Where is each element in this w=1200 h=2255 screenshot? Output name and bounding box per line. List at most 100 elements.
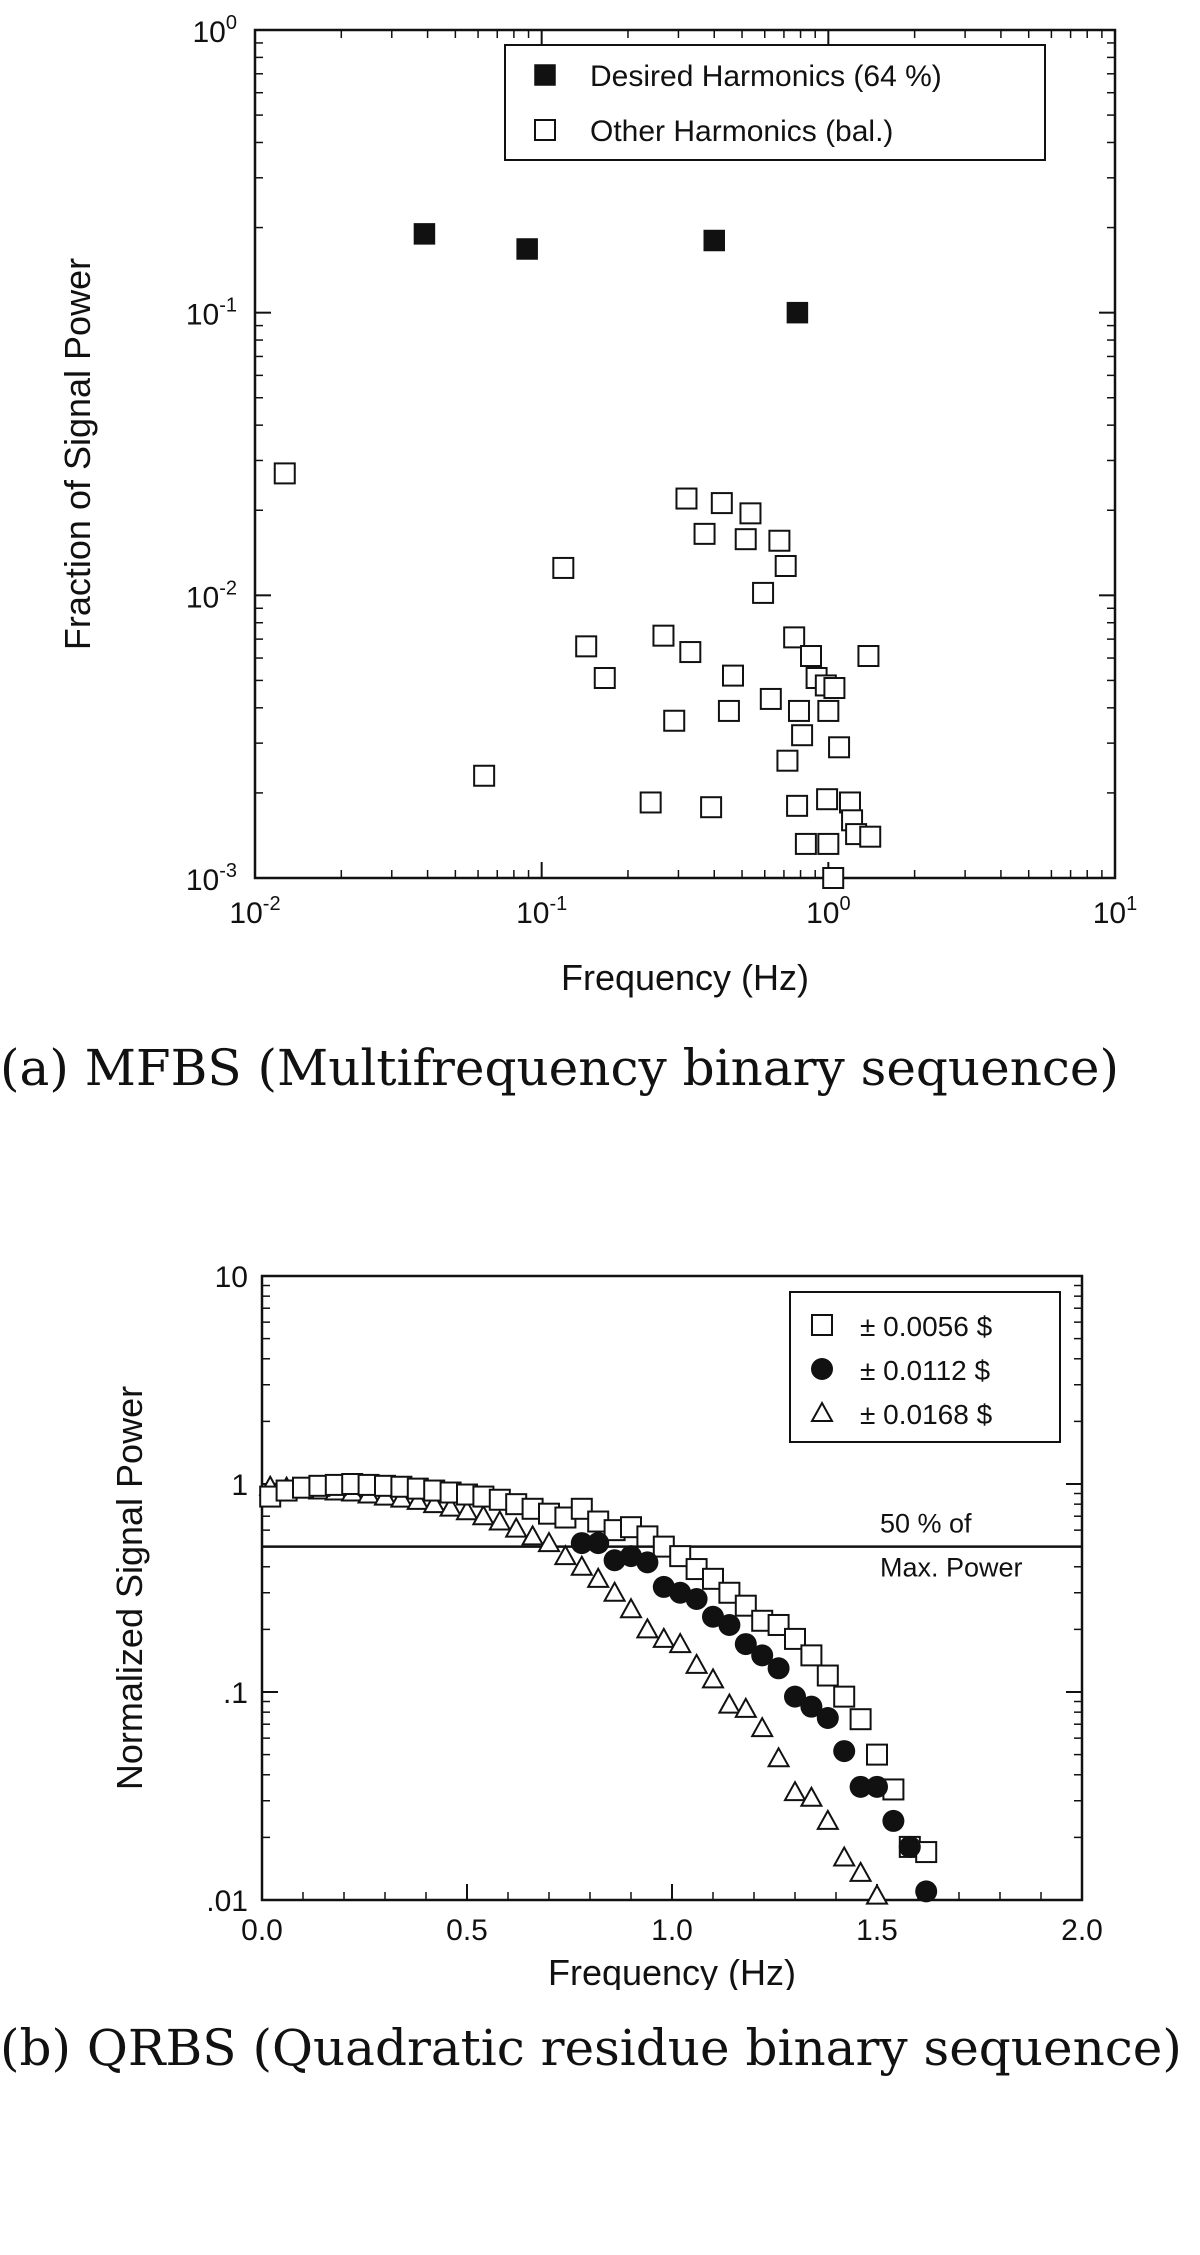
data-point <box>679 641 702 664</box>
data-point <box>700 796 723 819</box>
data-point <box>684 1652 709 1674</box>
data-point <box>422 1492 446 1514</box>
data-point <box>710 492 733 515</box>
series-b-0 <box>259 1473 938 1864</box>
data-point <box>849 1708 872 1731</box>
data-point <box>455 1499 479 1521</box>
data-point <box>866 1743 888 1766</box>
data-point <box>702 1567 724 1590</box>
data-point <box>717 1692 742 1714</box>
data-point <box>816 788 839 811</box>
data-point <box>734 528 757 551</box>
data-point <box>488 1509 512 1531</box>
data-point <box>783 626 806 649</box>
data-point <box>784 1627 806 1650</box>
data-point <box>602 1580 627 1602</box>
reference-line-label: 50 % of <box>880 1509 972 1539</box>
data-point <box>575 635 598 658</box>
data-point <box>693 522 716 545</box>
legend-box-b <box>789 1291 1061 1443</box>
data-point <box>822 867 845 889</box>
y-tick-label-a: 10-3 <box>186 860 237 897</box>
data-point <box>520 1524 545 1546</box>
y-tick-label-a: 10-2 <box>186 577 237 614</box>
data-point <box>857 645 880 668</box>
data-point <box>774 554 797 577</box>
data-point <box>799 645 822 668</box>
data-point <box>593 666 616 689</box>
data-point <box>675 487 698 510</box>
y-tick-label-b: 1 <box>231 1469 248 1502</box>
data-point <box>652 1626 676 1648</box>
figure-b: 0.0 0.5 1.0 1.5 2.0 .01 .1 1 10 50 % of Max. Power… <box>0 1230 1200 1990</box>
chart-b: 0.0 0.5 1.0 1.5 2.0 .01 .1 1 10 50 % of Max. Power… <box>109 1261 1103 1990</box>
data-point <box>652 624 675 647</box>
data-point <box>702 1605 724 1628</box>
data-point <box>832 1845 856 1867</box>
data-point <box>586 1566 610 1588</box>
legend-label: ± 0.0168 $ <box>860 1399 993 1430</box>
data-point <box>767 1657 790 1680</box>
legend-label: ± 0.0112 $ <box>860 1355 990 1386</box>
data-point <box>816 1706 839 1729</box>
data-point <box>636 1551 659 1574</box>
data-point <box>553 1544 578 1566</box>
legend-label: Other Harmonics (bal.) <box>590 115 893 148</box>
data-point <box>859 825 882 848</box>
data-point <box>786 794 809 817</box>
data-point <box>794 832 817 855</box>
data-point <box>866 1775 888 1798</box>
legend-marker <box>534 119 556 141</box>
series-b-1 <box>570 1532 938 1903</box>
data-point <box>739 502 762 525</box>
caption-a: (a) MFBS (Multifrequency binary sequence… <box>0 1039 1120 1097</box>
data-point <box>823 677 846 700</box>
x-tick-label-b: 1.5 <box>856 1914 898 1947</box>
legend-a: Desired Harmonics (64 %) Other Harmonics … <box>504 44 1046 161</box>
data-point <box>816 1808 840 1830</box>
y-axis-label-a: Fraction of Signal Power <box>57 258 98 650</box>
data-point <box>504 1516 528 1538</box>
x-tick-label-b: 0.5 <box>446 1914 488 1947</box>
y-tick-label-a: 10-1 <box>186 295 237 332</box>
legend-marker <box>811 1358 833 1380</box>
data-point <box>473 764 496 787</box>
x-tick-label-a: 10-1 <box>516 893 567 930</box>
y-tick-label-a: 100 <box>193 12 238 49</box>
data-point <box>718 1581 741 1604</box>
data-point <box>816 1664 839 1687</box>
data-point <box>639 791 662 814</box>
legend-marker <box>810 1400 834 1422</box>
data-point <box>776 749 799 772</box>
data-point <box>849 1775 872 1798</box>
legend-label: Desired Harmonics (64 %) <box>590 60 942 93</box>
data-point <box>717 699 740 722</box>
x-axis-label-b: Frequency (Hz) <box>548 1952 796 1990</box>
series-a-1 <box>273 462 882 889</box>
x-axis-label-a: Frequency (Hz) <box>561 957 809 998</box>
data-point <box>787 699 810 722</box>
data-point <box>570 1497 593 1520</box>
y-tick-label-b: .1 <box>223 1677 248 1710</box>
data-point <box>619 1597 643 1619</box>
data-point <box>848 1860 873 1882</box>
data-point <box>833 1685 856 1708</box>
data-point <box>406 1488 430 1510</box>
data-point <box>413 223 436 245</box>
data-point <box>718 1613 741 1636</box>
data-point <box>273 462 296 485</box>
x-tick-label-a: 101 <box>1093 893 1138 930</box>
data-point <box>882 1809 905 1832</box>
y-tick-label-b: .01 <box>206 1885 248 1918</box>
data-point <box>786 301 809 324</box>
legend-marker <box>811 1314 833 1336</box>
data-point <box>784 1685 806 1708</box>
data-point <box>570 1554 594 1576</box>
data-point <box>833 1740 856 1763</box>
data-point <box>635 1617 660 1639</box>
reference-line-label: Max. Power <box>880 1553 1023 1583</box>
data-point <box>722 664 745 687</box>
caption-b: (b) QRBS (Quadratic residue binary seque… <box>0 2019 1182 2077</box>
data-point <box>471 1504 496 1526</box>
